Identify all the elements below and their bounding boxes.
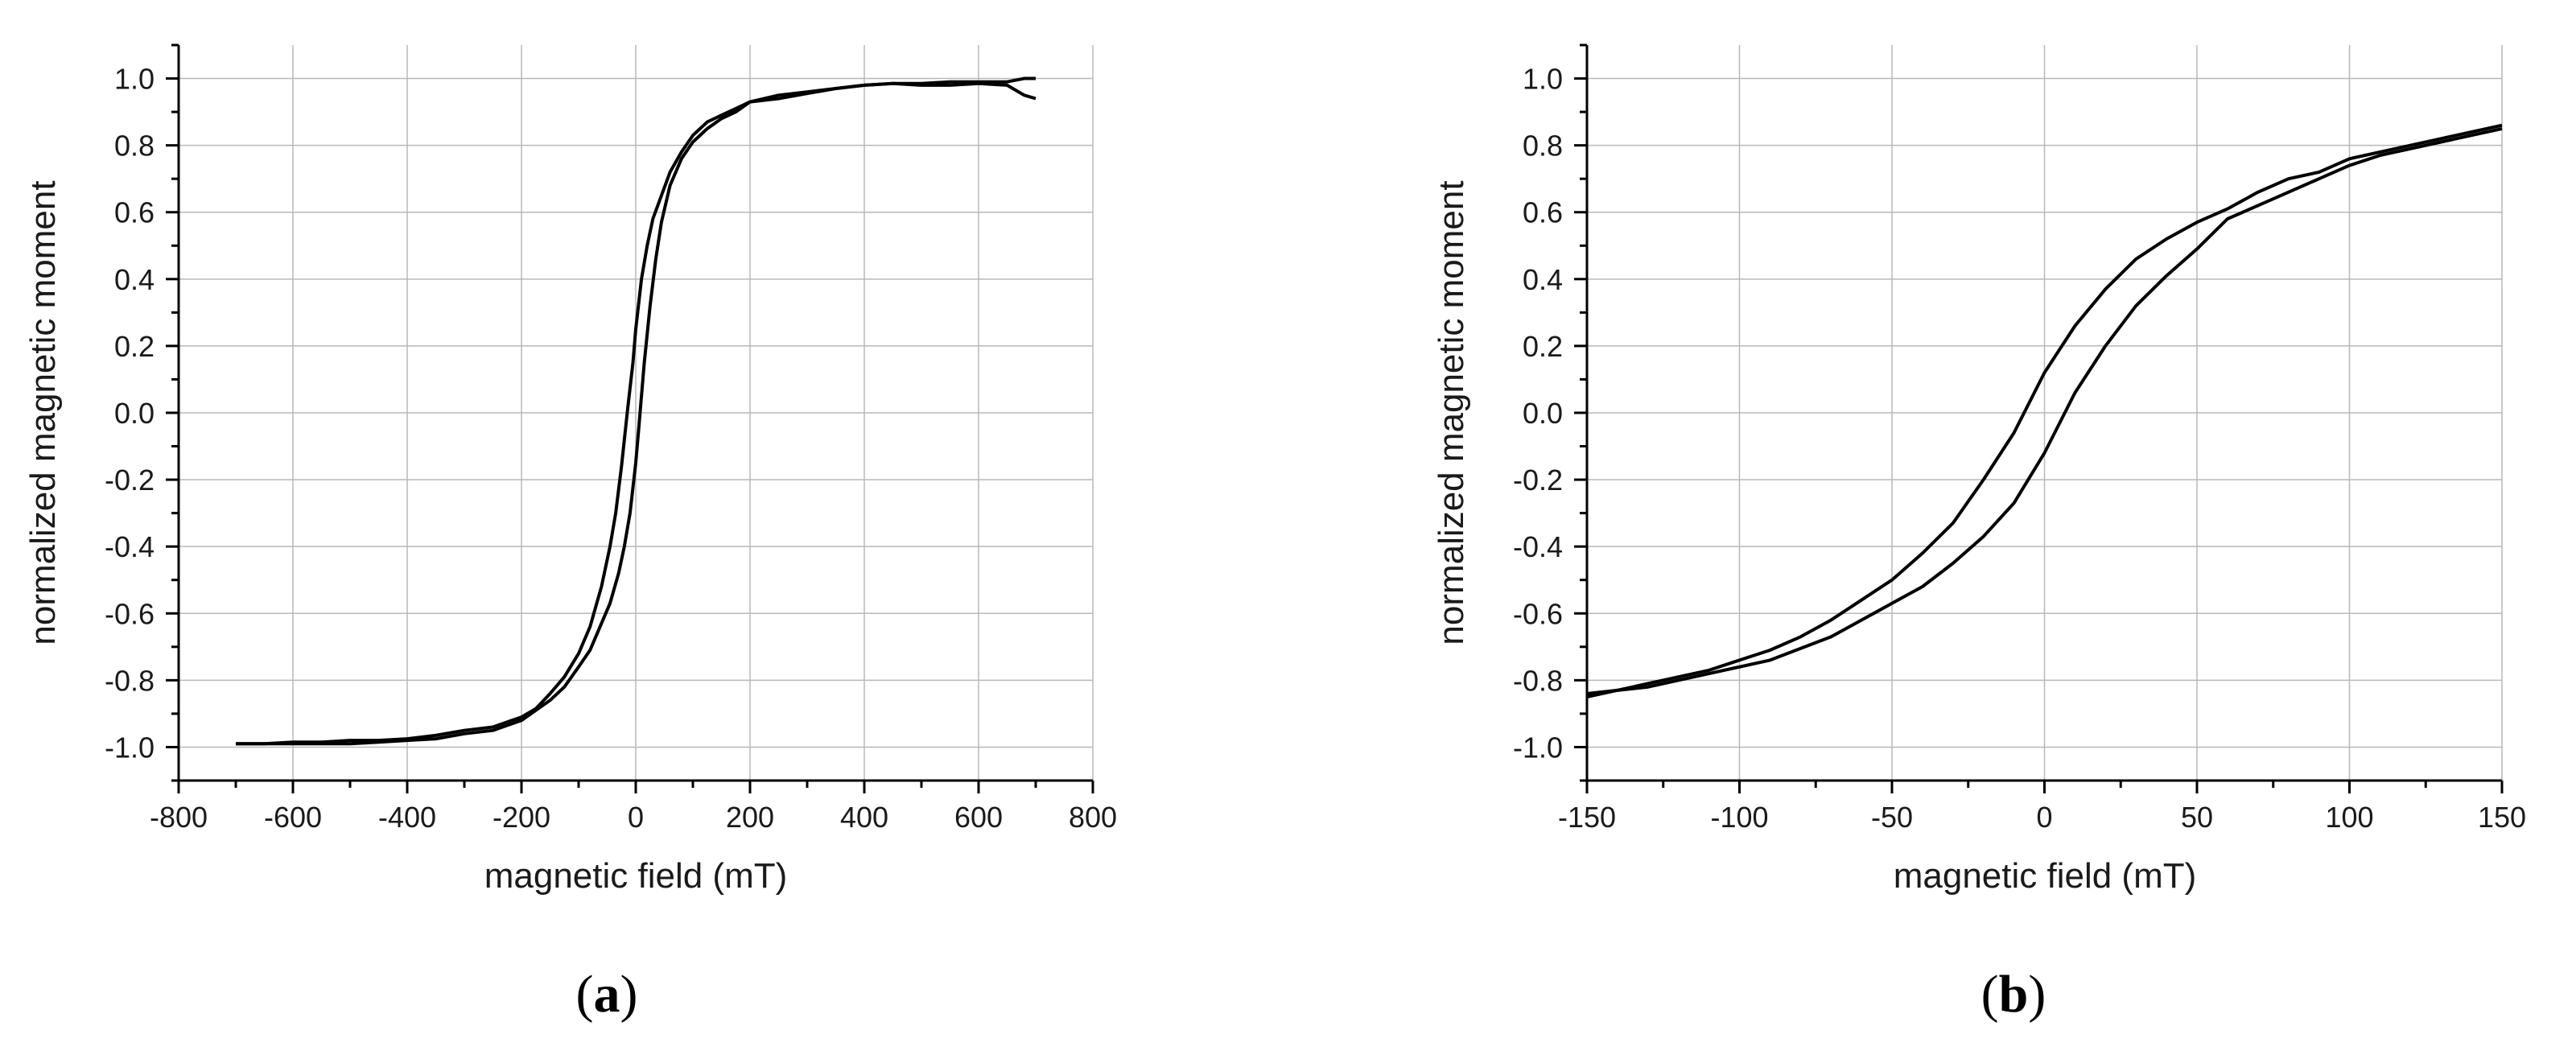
y-tick-label: 0.8: [1523, 130, 1563, 163]
x-tick-label: -200: [493, 801, 550, 834]
curves: [236, 76, 1037, 746]
y-tick-label: -0.4: [105, 530, 155, 563]
panel-label-b: (b): [1981, 965, 2046, 1024]
y-tick-label: 0.0: [114, 397, 155, 430]
curves: [1586, 123, 2503, 699]
x-tick-label: -600: [264, 801, 322, 834]
y-tick-label: 0.6: [114, 196, 155, 229]
y-tick-label: 0.8: [114, 130, 155, 163]
y-tick-label: -0.8: [1513, 664, 1563, 697]
y-tick-label: 0.4: [1523, 263, 1563, 296]
x-tick-label: -800: [150, 801, 208, 834]
y-tick-label: 0.6: [1523, 196, 1563, 229]
x-tick-label: 600: [954, 801, 1003, 834]
x-axis-title: magnetic field (mT): [1894, 856, 2197, 896]
y-tick-label: 0.0: [1523, 397, 1563, 430]
y-tick-label: -0.4: [1513, 530, 1563, 563]
y-tick-label: 0.2: [114, 330, 155, 363]
x-tick-label: -50: [1871, 801, 1913, 834]
y-tick-label: 1.0: [114, 63, 155, 96]
y-axis-title: normalized magnetic moment: [23, 180, 63, 645]
y-tick-label: -0.2: [1513, 464, 1563, 496]
series-line-1: [1586, 126, 2503, 695]
y-tick-label: 0.4: [114, 263, 155, 296]
y-tick-label: 1.0: [1523, 63, 1563, 96]
x-tick-label: 200: [726, 801, 774, 834]
x-axis-title: magnetic field (mT): [484, 856, 788, 896]
x-tick-label: -100: [1710, 801, 1768, 834]
series-line-2: [236, 81, 1037, 746]
x-tick-label: -400: [378, 801, 436, 834]
panel-label-a: (a): [576, 965, 638, 1024]
tick-labels: -800 -600 -400 -200 0 200 400 600 800 1.0 0.8 0.6 0.…: [105, 63, 1117, 834]
tick-labels: -150 -100 -50 0 50 100 150 1.0 0.8 0.6 0.4 0.2 0.0 -0…: [1513, 63, 2526, 834]
series-line-2: [1586, 123, 2503, 699]
axes: [1574, 43, 2504, 793]
y-tick-label: 0.2: [1523, 330, 1563, 363]
y-tick-label: -1.0: [105, 731, 155, 764]
gridlines: [1586, 45, 2503, 781]
x-tick-label: 0: [628, 801, 644, 834]
y-tick-label: -0.2: [105, 464, 155, 496]
chart-panel-a: -800 -600 -400 -200 0 200 400 600 800 1.0 0.8 0.6 0.…: [23, 43, 1117, 1024]
x-tick-label: 100: [2325, 801, 2373, 834]
x-tick-label: 150: [2478, 801, 2526, 834]
axes: [166, 43, 1094, 793]
y-tick-label: -0.6: [105, 597, 155, 630]
chart-panel-b: -150 -100 -50 0 50 100 150 1.0 0.8 0.6 0.4 0.2 0.0 -0…: [1432, 43, 2526, 1024]
x-tick-label: 50: [2181, 801, 2213, 834]
y-axis-title: normalized magnetic moment: [1432, 180, 1471, 645]
y-tick-label: -0.8: [105, 664, 155, 697]
y-tick-label: -0.6: [1513, 597, 1563, 630]
x-tick-label: -150: [1558, 801, 1616, 834]
x-tick-label: 800: [1069, 801, 1117, 834]
x-tick-label: 0: [2036, 801, 2052, 834]
x-tick-label: 400: [840, 801, 888, 834]
y-tick-label: -1.0: [1513, 731, 1563, 764]
